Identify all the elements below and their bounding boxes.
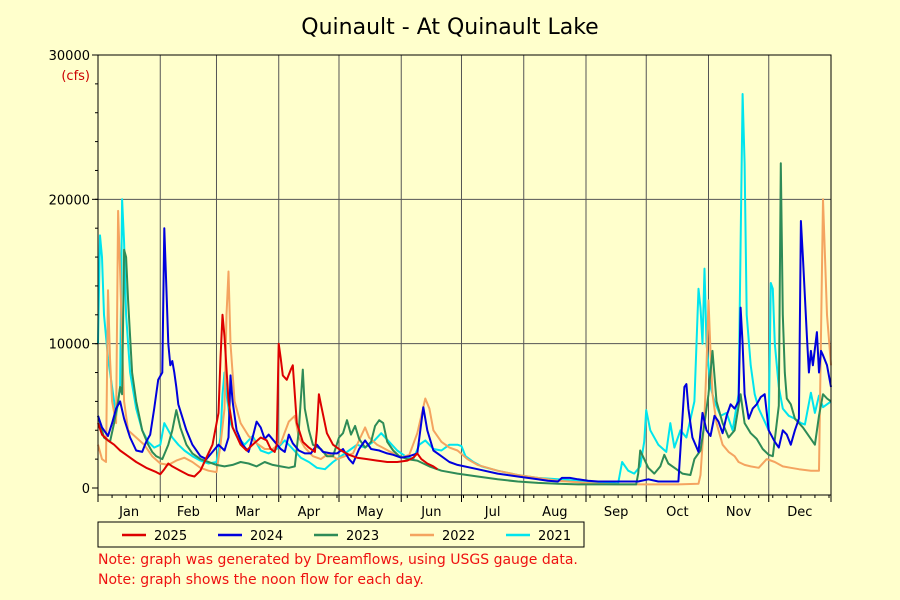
- x-tick-label: Oct: [666, 505, 688, 520]
- x-tick-label: Feb: [177, 505, 200, 520]
- legend-label: 2024: [250, 529, 283, 544]
- x-tick-label: Jul: [484, 505, 501, 520]
- legend-label: 2023: [346, 529, 379, 544]
- y-tick-label: 20000: [49, 193, 90, 208]
- x-tick-label: Dec: [787, 505, 812, 520]
- legend-box: [97, 521, 585, 548]
- legend-label: 2022: [442, 529, 475, 544]
- series-line-2021: [97, 93, 832, 485]
- y-tick-label: 0: [82, 482, 90, 497]
- legend-label: 2021: [538, 529, 571, 544]
- x-axis: Jan Feb Mar Apr May Jun Jul Aug Sep Oct Nov Dec: [97, 495, 832, 520]
- x-tick-label: Apr: [298, 505, 321, 520]
- y-axis-unit: (cfs): [61, 69, 90, 84]
- legend-label: 2025: [154, 529, 187, 544]
- x-tick-label: Jun: [420, 505, 441, 520]
- y-tick-label: 10000: [49, 338, 90, 353]
- series-layer: [97, 93, 832, 486]
- chart-title: Quinault - At Quinault Lake: [301, 15, 598, 40]
- x-tick-label: Nov: [726, 505, 752, 520]
- x-tick-label: Mar: [235, 505, 260, 520]
- plot-frame: [97, 54, 832, 496]
- legend: 2025 2024 2023 2022 2021: [97, 521, 585, 548]
- note-source: Note: graph was generated by Dreamflows,…: [98, 552, 578, 568]
- y-axis: 0 10000 20000 30000: [49, 49, 98, 497]
- series-line-2025: [97, 313, 438, 478]
- x-tick-label: Jan: [118, 505, 139, 520]
- x-tick-label: May: [357, 505, 384, 520]
- x-tick-label: Aug: [542, 505, 567, 520]
- y-tick-label: 30000: [49, 49, 90, 64]
- series-line-2024: [97, 220, 832, 483]
- x-tick-label: Sep: [604, 505, 629, 520]
- note-noon-flow: Note: graph shows the noon flow for each…: [98, 572, 424, 588]
